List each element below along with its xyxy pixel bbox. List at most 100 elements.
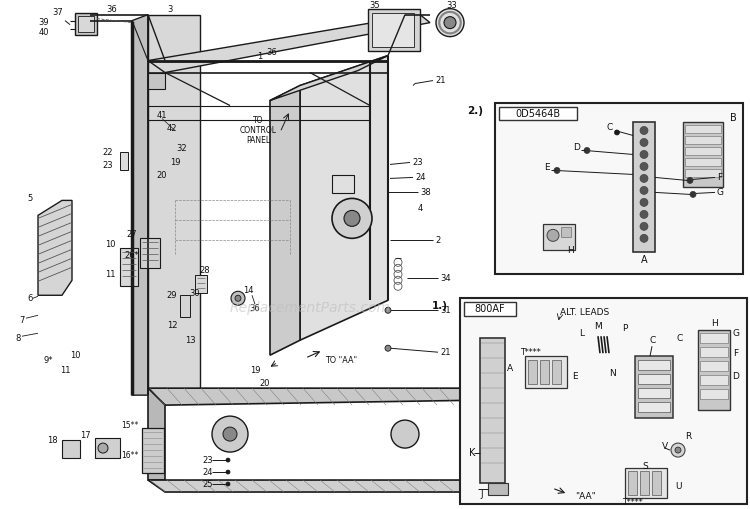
Bar xyxy=(499,106,577,121)
Text: K: K xyxy=(469,448,476,458)
Text: 35: 35 xyxy=(370,1,380,10)
Circle shape xyxy=(385,307,391,313)
Circle shape xyxy=(231,291,245,305)
Text: R: R xyxy=(685,432,692,441)
Text: M: M xyxy=(594,322,602,331)
Bar xyxy=(525,356,567,388)
Polygon shape xyxy=(470,388,480,492)
Circle shape xyxy=(235,295,241,301)
Bar xyxy=(700,333,728,343)
Bar xyxy=(540,360,549,384)
Polygon shape xyxy=(148,388,165,480)
Text: 42: 42 xyxy=(166,124,177,133)
Bar xyxy=(195,275,207,293)
Bar xyxy=(633,123,655,252)
Circle shape xyxy=(640,186,648,194)
Bar xyxy=(683,123,723,187)
Text: 6: 6 xyxy=(27,294,33,303)
Text: V: V xyxy=(662,442,668,450)
Text: 2.): 2.) xyxy=(467,105,483,116)
Polygon shape xyxy=(270,86,300,355)
Circle shape xyxy=(640,162,648,171)
Circle shape xyxy=(640,199,648,206)
Text: 19: 19 xyxy=(250,365,260,375)
Circle shape xyxy=(640,138,648,147)
Text: 33: 33 xyxy=(447,1,458,10)
Text: 24: 24 xyxy=(415,173,425,182)
Bar xyxy=(638,360,670,370)
Bar xyxy=(78,16,94,32)
Polygon shape xyxy=(38,201,72,295)
Bar xyxy=(625,468,667,498)
Text: U: U xyxy=(675,482,681,491)
Bar xyxy=(628,471,637,495)
Text: 23: 23 xyxy=(202,456,213,465)
Text: 23: 23 xyxy=(103,161,113,170)
Text: 31: 31 xyxy=(440,306,451,315)
Text: 26*: 26* xyxy=(124,251,140,260)
Bar xyxy=(464,302,516,316)
Text: 0D5464B: 0D5464B xyxy=(515,108,560,119)
Text: L: L xyxy=(580,329,584,338)
Circle shape xyxy=(640,210,648,218)
Text: 800AF: 800AF xyxy=(475,304,506,314)
Text: 34: 34 xyxy=(440,274,451,283)
Circle shape xyxy=(223,427,237,441)
Circle shape xyxy=(690,191,696,197)
Text: E: E xyxy=(544,163,550,172)
Text: 14: 14 xyxy=(243,286,254,295)
Text: 10: 10 xyxy=(70,351,80,360)
Bar xyxy=(561,228,571,237)
Circle shape xyxy=(391,420,419,448)
Text: E: E xyxy=(572,372,578,381)
Polygon shape xyxy=(300,55,388,340)
Text: 4: 4 xyxy=(418,204,423,213)
Circle shape xyxy=(226,482,230,486)
Text: 25: 25 xyxy=(202,479,212,489)
Bar xyxy=(640,471,649,495)
Text: 39: 39 xyxy=(39,18,50,27)
Text: 30: 30 xyxy=(190,289,200,298)
Circle shape xyxy=(385,345,391,351)
Bar xyxy=(700,361,728,371)
Bar xyxy=(372,13,414,47)
Bar xyxy=(652,471,661,495)
Circle shape xyxy=(98,443,108,453)
Circle shape xyxy=(344,210,360,227)
Text: 37: 37 xyxy=(53,8,63,17)
Bar xyxy=(480,338,505,483)
Polygon shape xyxy=(270,55,388,100)
Bar xyxy=(75,13,97,35)
Text: 29: 29 xyxy=(166,291,177,300)
Bar xyxy=(552,360,561,384)
Polygon shape xyxy=(132,15,148,395)
Text: 20: 20 xyxy=(260,379,270,388)
Text: 2: 2 xyxy=(435,236,440,245)
Polygon shape xyxy=(148,15,430,73)
Text: 41: 41 xyxy=(157,111,167,120)
Circle shape xyxy=(671,443,685,457)
Text: P: P xyxy=(622,324,628,333)
Text: 28: 28 xyxy=(200,266,210,275)
Bar xyxy=(460,298,747,504)
Polygon shape xyxy=(148,388,480,405)
Circle shape xyxy=(436,9,464,37)
Text: 36: 36 xyxy=(267,48,278,57)
Bar xyxy=(685,126,721,133)
Text: 24: 24 xyxy=(202,468,212,476)
Circle shape xyxy=(640,151,648,158)
Bar xyxy=(120,153,128,171)
Text: A: A xyxy=(640,256,647,265)
Circle shape xyxy=(212,416,248,452)
Text: C: C xyxy=(650,336,656,345)
Text: 11: 11 xyxy=(60,365,70,375)
Text: 36: 36 xyxy=(106,5,117,14)
Circle shape xyxy=(444,17,456,29)
Text: 32: 32 xyxy=(177,144,188,153)
Text: 10: 10 xyxy=(105,240,116,249)
Text: TO
CONTROL
PANEL: TO CONTROL PANEL xyxy=(239,116,277,146)
Text: 15**: 15** xyxy=(122,420,139,430)
Circle shape xyxy=(584,148,590,153)
Bar xyxy=(638,402,670,412)
Circle shape xyxy=(640,127,648,134)
